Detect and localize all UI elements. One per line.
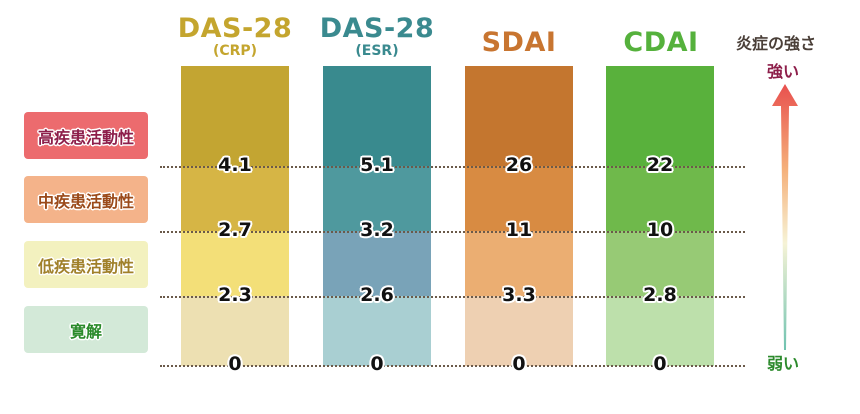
threshold-line-low [160, 296, 745, 298]
axis-bottom-label: 弱い [767, 354, 800, 373]
column-title-cdai: CDAI [586, 29, 736, 56]
threshold-value: 11 [505, 219, 533, 241]
bar-segment [181, 296, 289, 366]
threshold-value: 2.3 [218, 284, 252, 306]
threshold-value: 10 [646, 219, 674, 241]
category-label: 高疾患活動性 [37, 127, 134, 147]
bar-segment [323, 231, 431, 296]
column-title-sub: (CRP) [212, 43, 258, 59]
threshold-line-high [160, 166, 745, 168]
column-title-main: CDAI [623, 27, 699, 58]
category-label: 寛解 [69, 321, 102, 341]
threshold-value: 26 [505, 154, 533, 176]
threshold-value: 0 [370, 353, 384, 375]
bar-cdai [606, 66, 714, 366]
threshold-line-zero [160, 365, 745, 367]
bar-das28-crp [181, 66, 289, 366]
column-title-main: SDAI [481, 27, 557, 58]
bar-segment [181, 166, 289, 231]
bar-segment [181, 231, 289, 296]
threshold-value: 2.6 [360, 284, 394, 306]
category-remission: 寛解 [24, 306, 148, 353]
threshold-value: 0 [512, 353, 526, 375]
category-label: 中疾患活動性 [37, 191, 134, 211]
bar-segment [465, 296, 573, 366]
axis-top-label: 強い [767, 62, 800, 81]
category-high-activity: 高疾患活動性 [24, 112, 148, 159]
bar-segment [323, 166, 431, 231]
threshold-value: 2.7 [218, 219, 252, 241]
bar-segment [465, 166, 573, 231]
threshold-value: 22 [646, 154, 674, 176]
bar-segment [606, 231, 714, 296]
threshold-line-moderate [160, 231, 745, 233]
column-title-main: DAS-28 [177, 13, 293, 44]
category-low-activity: 低疾患活動性 [24, 241, 148, 288]
column-title-das28-esr: DAS-28 (ESR) [302, 15, 452, 58]
threshold-value: 3.3 [502, 284, 536, 306]
bar-segment [323, 66, 431, 166]
column-title-sub: (ESR) [355, 43, 399, 59]
bar-segment [323, 296, 431, 366]
column-title-main: DAS-28 [319, 13, 435, 44]
bar-segment [465, 231, 573, 296]
gradient-up-arrow-icon [772, 84, 798, 350]
threshold-value: 0 [653, 353, 667, 375]
bar-segment [465, 66, 573, 166]
threshold-value: 2.8 [643, 284, 677, 306]
bar-segment [606, 66, 714, 166]
category-label: 低疾患活動性 [37, 256, 134, 276]
column-title-das28-crp: DAS-28 (CRP) [160, 15, 310, 58]
threshold-value: 4.1 [218, 154, 252, 176]
axis-title: 炎症の強さ [736, 34, 817, 53]
threshold-value: 3.2 [360, 219, 394, 241]
bar-das28-esr [323, 66, 431, 366]
category-moderate-activity: 中疾患活動性 [24, 176, 148, 223]
threshold-value: 5.1 [360, 154, 394, 176]
bar-sdai [465, 66, 573, 366]
bar-segment [606, 166, 714, 231]
threshold-value: 0 [228, 353, 242, 375]
bar-segment [606, 296, 714, 366]
column-title-sdai: SDAI [444, 29, 594, 56]
bar-segment [181, 66, 289, 166]
